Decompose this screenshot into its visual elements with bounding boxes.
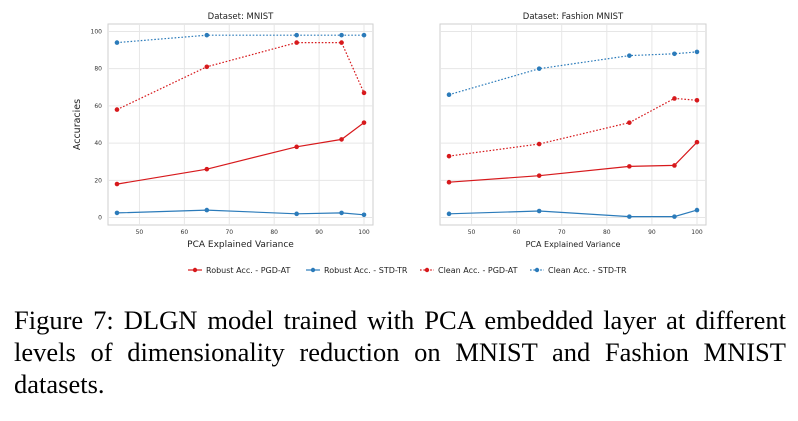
data-point <box>294 32 299 38</box>
data-point <box>294 211 299 217</box>
data-point <box>114 181 120 187</box>
legend-item: Robust Acc. - STD-TR <box>306 266 408 275</box>
series-robust-acc-std-tr <box>446 207 700 219</box>
legend-label: Robust Acc. - PGD-AT <box>206 266 290 275</box>
series-line <box>116 41 365 111</box>
data-point <box>627 53 632 58</box>
legend-marker <box>192 267 198 273</box>
data-point <box>694 207 700 213</box>
data-point <box>672 96 677 101</box>
y-tick-label: 100 <box>91 28 103 35</box>
x-tick-label: 90 <box>648 229 656 236</box>
series-clean-acc-pgd-at <box>114 40 367 112</box>
series-line <box>448 209 698 218</box>
x-tick-label: 50 <box>468 229 476 236</box>
data-point <box>446 179 452 185</box>
data-point <box>204 32 210 38</box>
chart-title: Dataset: Fashion MNIST <box>523 12 624 22</box>
data-point <box>627 164 632 169</box>
data-point <box>114 107 120 112</box>
data-point <box>694 98 700 103</box>
x-tick-label: 100 <box>358 229 370 236</box>
legend-item: Clean Acc. - PGD-AT <box>420 266 518 275</box>
data-point <box>536 141 542 147</box>
series-line <box>116 34 364 44</box>
data-point <box>339 40 344 45</box>
series-line <box>448 51 698 96</box>
data-point <box>204 166 210 172</box>
plot-frame <box>107 23 374 226</box>
x-axis-label: PCA Explained Variance <box>526 240 621 249</box>
y-tick-label: 80 <box>94 66 102 73</box>
x-tick-label: 50 <box>136 229 144 236</box>
series-line <box>116 122 365 185</box>
series-clean-acc-std-tr <box>114 32 367 45</box>
chart-panel-1: 0 20 40 60 80 100 50 60 70 80 90 100 Dataset: MNIST P… <box>72 12 374 250</box>
data-point <box>361 212 367 218</box>
y-tick-label: 20 <box>94 177 102 184</box>
data-point <box>114 210 120 216</box>
data-point <box>446 92 452 98</box>
data-point <box>446 211 452 217</box>
data-point <box>294 40 299 45</box>
series-line <box>448 141 698 183</box>
data-point <box>672 214 677 219</box>
data-point <box>672 51 677 57</box>
legend-label: Clean Acc. - PGD-AT <box>438 266 518 275</box>
data-point <box>339 137 344 142</box>
data-point <box>361 90 367 96</box>
series-robust-acc-pgd-at <box>446 139 700 185</box>
data-point <box>672 163 677 168</box>
series-line <box>448 97 698 157</box>
data-point <box>446 153 452 159</box>
series-clean-acc-pgd-at <box>446 96 700 159</box>
legend-label: Clean Acc. - STD-TR <box>548 266 627 275</box>
data-point <box>627 214 632 219</box>
plot-frame <box>439 23 707 226</box>
chart-panel-2: 50 60 70 80 90 100 Dataset: Fashion MNIST PCA E… <box>439 12 707 249</box>
y-tick-label: 0 <box>98 215 102 222</box>
data-point <box>536 66 542 71</box>
series-robust-acc-pgd-at <box>114 120 367 187</box>
figure-caption: Figure 7: DLGN model trained with PCA em… <box>14 305 786 399</box>
x-tick-label: 60 <box>513 229 521 236</box>
legend-marker <box>424 267 430 273</box>
data-point <box>339 210 344 216</box>
data-point <box>339 32 344 38</box>
legend-marker <box>310 267 316 273</box>
figure: 0 20 40 60 80 100 50 60 70 80 90 100 Dataset: MNIST P… <box>72 12 707 275</box>
y-axis-label: Accuracies <box>72 99 83 150</box>
legend-item: Clean Acc. - STD-TR <box>530 266 627 275</box>
x-tick-label: 80 <box>270 229 278 236</box>
x-tick-label: 100 <box>691 229 703 236</box>
series-clean-acc-std-tr <box>446 49 700 98</box>
series-line <box>116 209 365 216</box>
data-point <box>536 208 542 214</box>
data-point <box>694 139 700 145</box>
data-point <box>204 64 210 70</box>
x-tick-label: 60 <box>181 229 189 236</box>
data-point <box>627 120 632 125</box>
legend: Robust Acc. - PGD-AT Robust Acc. - STD-TR… <box>188 266 627 275</box>
data-point <box>361 32 367 38</box>
x-tick-label: 70 <box>225 229 233 236</box>
data-point <box>114 40 120 45</box>
legend-item: Robust Acc. - PGD-AT <box>188 266 290 275</box>
x-tick-label: 70 <box>558 229 566 236</box>
y-tick-label: 40 <box>94 140 102 147</box>
data-point <box>361 120 367 125</box>
data-point <box>536 173 542 178</box>
data-point <box>294 144 299 150</box>
x-tick-label: 80 <box>603 229 611 236</box>
legend-label: Robust Acc. - STD-TR <box>324 266 408 275</box>
y-tick-label: 60 <box>94 103 102 110</box>
x-axis-label: PCA Explained Variance <box>187 240 294 250</box>
legend-marker <box>534 267 540 273</box>
data-point <box>694 49 700 55</box>
series-robust-acc-std-tr <box>114 207 367 218</box>
chart-title: Dataset: MNIST <box>208 12 274 22</box>
data-point <box>204 207 210 213</box>
x-tick-label: 90 <box>315 229 323 236</box>
